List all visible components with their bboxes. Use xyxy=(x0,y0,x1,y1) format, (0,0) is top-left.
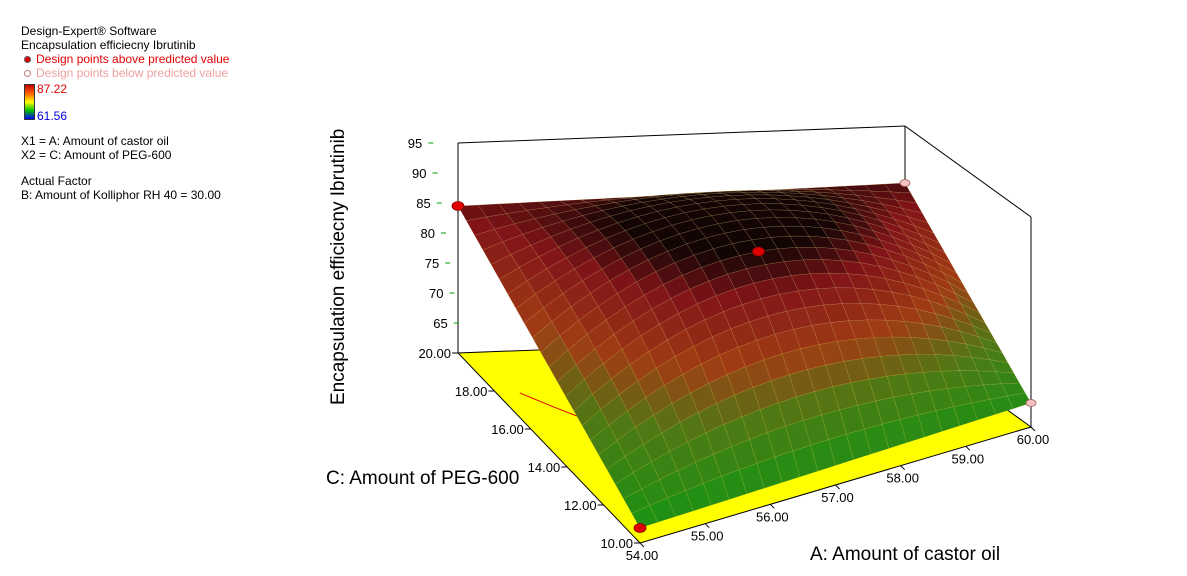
x-tick-label: 57.00 xyxy=(821,490,854,505)
legend: Design-Expert® Software Encapsulation ef… xyxy=(21,24,229,202)
legend-below-label: Design points below predicted value xyxy=(36,66,229,80)
design-point-below xyxy=(1025,399,1037,407)
color-scale-min: 61.56 xyxy=(37,109,68,123)
factor-x2: X2 = C: Amount of PEG-600 xyxy=(21,148,172,162)
legend-above: Design points above predicted value xyxy=(21,52,229,66)
y-tick-label: 14.00 xyxy=(528,460,561,475)
z-tick-label: 75 xyxy=(425,256,439,271)
x-tick xyxy=(704,523,710,529)
x-tick xyxy=(1030,426,1036,432)
x-tick xyxy=(835,484,840,490)
color-scale-bar xyxy=(24,84,35,120)
color-scale: 87.22 61.56 xyxy=(21,82,229,123)
z-axis-title: Encapsulation efficiecny Ibrutinib xyxy=(328,129,349,405)
z-tick-label: 65 xyxy=(433,316,447,331)
color-scale-max: 87.22 xyxy=(37,82,68,96)
y-tick-label: 12.00 xyxy=(564,498,597,513)
z-tick-label: 95 xyxy=(408,136,422,151)
box-edge-top-right xyxy=(904,125,1032,218)
x-tick xyxy=(769,503,775,509)
z-tick-label: 85 xyxy=(416,196,430,211)
x-tick xyxy=(965,445,971,451)
x-tick-label: 59.00 xyxy=(952,451,985,466)
legend-below: Design points below predicted value xyxy=(21,66,229,80)
factor-x1: X1 = A: Amount of castor oil xyxy=(21,134,169,148)
actual-factor-title: Actual Factor xyxy=(21,174,92,188)
response-name: Encapsulation efficiecny Ibrutinib xyxy=(21,38,196,52)
software-name: Design-Expert® Software xyxy=(21,24,157,38)
z-tick-label: 70 xyxy=(429,286,443,301)
x-tick-label: 55.00 xyxy=(691,529,724,544)
x-axis-title: A: Amount of castor oil xyxy=(810,544,1000,565)
y-tick-label: 18.00 xyxy=(455,384,488,399)
x-tick-label: 60.00 xyxy=(1017,432,1050,447)
x-tick xyxy=(639,542,645,548)
box-edge-top-back xyxy=(457,125,906,144)
y-tick-label: 10.00 xyxy=(600,536,633,551)
x-tick-label: 58.00 xyxy=(886,471,919,486)
x-tick xyxy=(900,465,906,471)
y-axis-title: C: Amount of PEG-600 xyxy=(326,468,519,489)
y-tick-label: 20.00 xyxy=(418,346,451,361)
z-tick-label: 80 xyxy=(421,226,435,241)
x-tick-label: 56.00 xyxy=(756,509,789,524)
surface-cell xyxy=(631,505,658,529)
z-tick-label: 90 xyxy=(412,166,426,181)
design-point-above xyxy=(633,523,647,533)
design-point-below xyxy=(899,179,911,187)
y-tick-label: 16.00 xyxy=(491,422,524,437)
above-point-icon xyxy=(24,55,31,63)
actual-factor: B: Amount of Kolliphor RH 40 = 30.00 xyxy=(21,188,221,202)
design-point-above xyxy=(451,201,465,211)
below-point-icon xyxy=(24,69,31,77)
design-point-above xyxy=(752,246,765,257)
legend-above-label: Design points above predicted value xyxy=(36,52,230,66)
x-tick-label: 54.00 xyxy=(626,548,659,563)
